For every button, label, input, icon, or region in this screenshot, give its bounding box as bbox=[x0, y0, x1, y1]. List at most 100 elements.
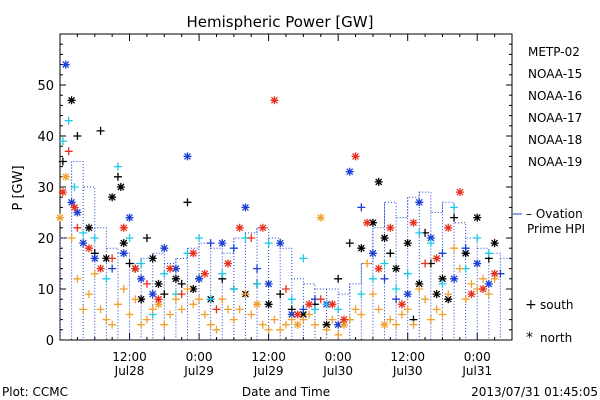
metp-02-south-point bbox=[334, 274, 343, 283]
noaa-19-north-point bbox=[166, 264, 175, 273]
noaa-19-north-point bbox=[479, 285, 488, 293]
noaa-16-south-point bbox=[368, 274, 377, 283]
noaa-19-south-point bbox=[73, 223, 82, 232]
noaa-19-north-point bbox=[58, 188, 67, 197]
noaa-19-south-point bbox=[421, 259, 430, 268]
noaa-18-south-point bbox=[322, 325, 331, 334]
noaa-16-south-point bbox=[334, 305, 343, 314]
noaa-18-south-point bbox=[363, 259, 372, 268]
metp-02-north-point bbox=[403, 239, 412, 248]
noaa-15-north-point bbox=[287, 310, 296, 319]
noaa-18-south-point bbox=[125, 310, 134, 319]
chart-title: Hemispheric Power [GW] bbox=[187, 13, 374, 31]
x-tick-date-label: Jul28 bbox=[114, 364, 145, 378]
y-tick-label: 40 bbox=[37, 130, 54, 145]
noaa-15-north-point bbox=[171, 264, 180, 273]
noaa-15-north-point bbox=[79, 239, 88, 248]
noaa-18-south-point bbox=[137, 320, 146, 329]
noaa-15-north-point bbox=[90, 254, 99, 263]
plot-credit: Plot: CCMC bbox=[2, 385, 68, 399]
noaa-15-north-point bbox=[137, 274, 146, 283]
noaa-16-south-point bbox=[450, 203, 459, 212]
metp-02-north-point bbox=[148, 254, 157, 263]
noaa-18-south-point bbox=[113, 300, 122, 309]
noaa-19-north-point bbox=[397, 300, 406, 309]
noaa-18-south-point bbox=[84, 290, 93, 299]
legend-metp-02: METP-02 bbox=[528, 45, 580, 59]
x-tick-date-label: Jul30 bbox=[392, 364, 423, 378]
noaa-18-south-point bbox=[171, 295, 180, 304]
metp-02-north-point bbox=[189, 285, 198, 293]
noaa-19-north-point bbox=[70, 203, 79, 212]
metp-02-north-point bbox=[119, 239, 128, 248]
ovation-hpi-line bbox=[60, 161, 512, 295]
noaa-18-south-point bbox=[305, 310, 314, 319]
noaa-15-south-point bbox=[392, 295, 401, 304]
noaa-18-south-point bbox=[415, 285, 424, 293]
noaa-15-north-point bbox=[160, 244, 169, 253]
metp-02-south-point bbox=[177, 279, 186, 288]
metp-02-south-point bbox=[125, 259, 134, 268]
noaa-18-south-point bbox=[450, 244, 459, 253]
y-tick-label: 50 bbox=[37, 79, 54, 94]
noaa-16-south-point bbox=[58, 137, 67, 146]
noaa-19-north-point bbox=[96, 264, 105, 273]
noaa-16-south-point bbox=[195, 234, 204, 242]
metp-02-north-point bbox=[67, 96, 76, 105]
plot-timestamp: 2013/07/31 01:45:05 bbox=[471, 385, 598, 399]
noaa-19-north-point bbox=[386, 223, 395, 232]
ovation-label-line-2: Prime HPI bbox=[527, 222, 585, 236]
noaa-18-north-point bbox=[380, 320, 389, 329]
noaa-19-north-point bbox=[131, 264, 140, 273]
noaa-19-north-point bbox=[119, 223, 128, 232]
noaa-16-south-point bbox=[473, 234, 482, 242]
noaa-16-south-point bbox=[264, 239, 273, 248]
noaa-18-south-point bbox=[264, 325, 273, 334]
noaa-15-south-point bbox=[380, 274, 389, 283]
noaa-15-south-point bbox=[229, 244, 238, 253]
metp-02-north-point bbox=[137, 295, 146, 304]
noaa-18-south-point bbox=[142, 315, 151, 324]
legend-noaa-19: NOAA-19 bbox=[528, 155, 582, 169]
noaa-18-south-point bbox=[96, 305, 105, 314]
noaa-16-south-point bbox=[357, 290, 366, 299]
metp-02-south-point bbox=[73, 132, 82, 140]
noaa-15-north-point bbox=[403, 290, 412, 299]
legend-noaa-18: NOAA-18 bbox=[528, 133, 582, 147]
metp-02-south-point bbox=[345, 239, 354, 248]
noaa-15-north-point bbox=[334, 320, 343, 329]
noaa-16-south-point bbox=[415, 228, 424, 237]
noaa-15-north-point bbox=[484, 279, 493, 288]
noaa-18-south-point bbox=[328, 315, 337, 324]
north-marker-symbol: * bbox=[526, 330, 533, 346]
metp-02-north-point bbox=[473, 213, 482, 222]
metp-02-north-point bbox=[171, 274, 180, 283]
metp-02-south-point bbox=[183, 198, 192, 207]
noaa-19-north-point bbox=[351, 152, 360, 161]
noaa-18-south-point bbox=[299, 315, 308, 324]
metp-02-north-point bbox=[108, 193, 117, 202]
plot-frame bbox=[59, 33, 513, 341]
plot-area: 0102030405012:00Jul280:00Jul2912:00Jul29… bbox=[37, 33, 513, 378]
noaa-19-north-point bbox=[409, 218, 418, 227]
metp-02-south-point bbox=[58, 157, 67, 166]
noaa-18-south-point bbox=[479, 274, 488, 283]
noaa-19-south-point bbox=[247, 234, 256, 242]
noaa-16-south-point bbox=[392, 285, 401, 293]
noaa-15-south-point bbox=[438, 249, 447, 258]
metp-02-south-point bbox=[276, 290, 285, 299]
metp-02-north-point bbox=[374, 177, 383, 186]
noaa-18-south-point bbox=[368, 290, 377, 299]
metp-02-south-point bbox=[160, 290, 169, 299]
noaa-19-north-point bbox=[432, 254, 441, 263]
metp-02-north-point bbox=[461, 249, 470, 258]
x-tick-time-label: 0:00 bbox=[325, 350, 352, 364]
metp-02-north-point bbox=[154, 279, 163, 288]
metp-02-north-point bbox=[322, 320, 331, 329]
noaa-18-south-point bbox=[432, 305, 441, 314]
noaa-18-north-point bbox=[339, 320, 348, 329]
metp-02-north-point bbox=[415, 279, 424, 288]
noaa-18-south-point bbox=[287, 315, 296, 324]
north-marker-label: north bbox=[540, 331, 572, 345]
noaa-18-south-point bbox=[467, 279, 476, 288]
